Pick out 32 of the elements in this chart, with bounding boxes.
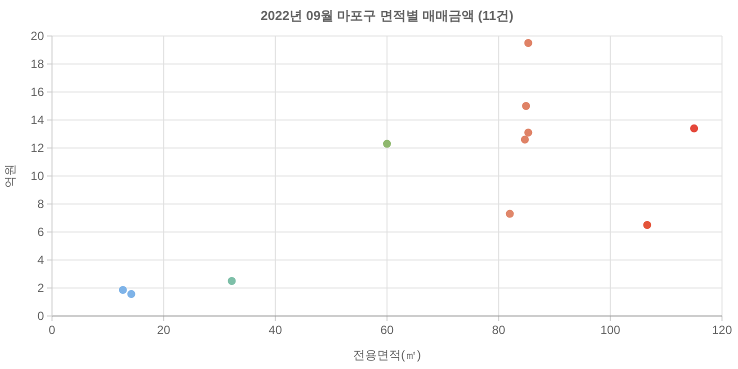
y-tick-label: 20 [30,29,44,43]
x-tick-label: 100 [600,323,621,337]
x-axis-title: 전용면적(㎡) [353,348,421,362]
y-tick-label: 16 [30,85,44,99]
x-tick-label: 20 [156,323,171,337]
y-tick-label: 14 [30,113,44,127]
x-tick-label: 0 [48,323,56,337]
point [127,290,136,298]
x-tick-label: 120 [712,323,732,337]
point [383,140,391,148]
point [520,136,529,144]
x-tick-label: 60 [380,323,394,337]
y-tick-label: 8 [37,197,44,211]
point [690,124,698,132]
y-tick-label: 4 [37,253,44,267]
y-tick-label: 12 [30,141,44,155]
point [228,277,236,285]
point [522,102,530,110]
y-tick-label: 2 [37,281,44,295]
point [506,210,514,218]
point [524,39,532,47]
y-tick-label: 6 [37,225,44,239]
y-tick-label: 10 [30,169,44,183]
y-tick-label: 18 [30,57,44,71]
x-tick-label: 80 [492,323,506,337]
point [524,128,532,137]
chart-title: 2022년 09월 마포구 면적별 매매금액 (11건) [260,8,514,23]
x-tick-label: 40 [268,323,282,337]
y-tick-label: 0 [37,309,44,323]
y-axis-title: 억원 [3,164,17,188]
point [643,221,652,229]
point [118,286,127,294]
